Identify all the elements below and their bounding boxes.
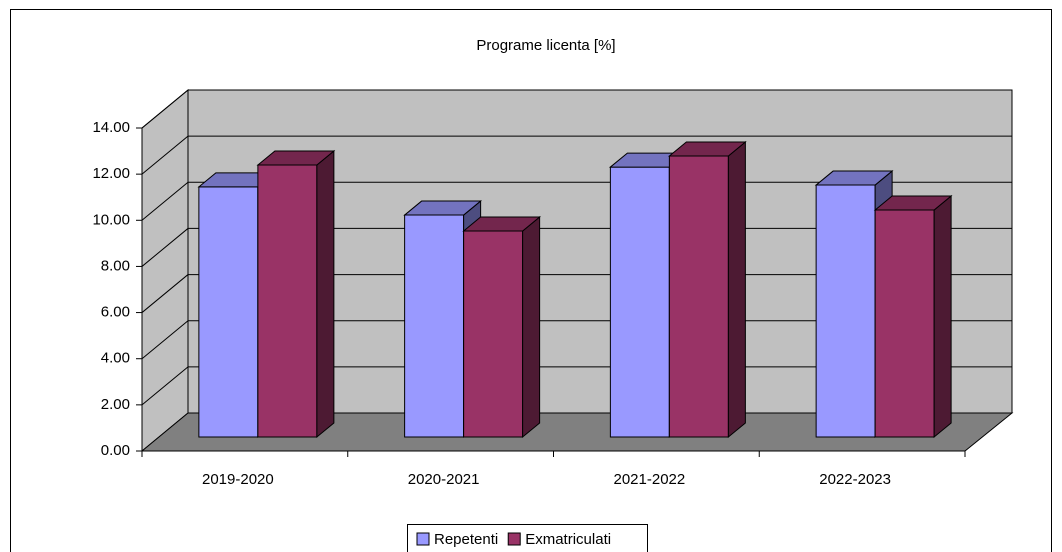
bar-top <box>667 141 747 157</box>
grid-line <box>141 135 189 175</box>
legend-box <box>407 524 648 552</box>
legend-label: Repetenti <box>434 531 498 548</box>
grid-line <box>141 181 189 221</box>
bar-front <box>874 209 935 438</box>
bar-side <box>316 149 335 439</box>
bar-top <box>873 195 953 211</box>
legend-label: Exmatriculati <box>525 531 611 548</box>
x-tick-label: 2019-2020 <box>202 471 274 488</box>
bar-front <box>815 184 876 438</box>
grid-line <box>141 366 189 406</box>
legend-swatch <box>416 532 430 546</box>
y-tick-label: 12.00 <box>92 165 130 182</box>
bar-front <box>668 155 729 438</box>
y-tick-label: 10.00 <box>92 211 130 228</box>
bar-front <box>609 166 670 438</box>
x-tick-label: 2021-2022 <box>614 471 686 488</box>
side-wall <box>141 88 189 453</box>
y-tick-label: 2.00 <box>101 396 130 413</box>
x-tick-label: 2022-2023 <box>819 471 891 488</box>
y-tick-label: 14.00 <box>92 119 130 136</box>
chart-title: Programe licenta [%] <box>476 37 615 54</box>
grid-line <box>141 320 189 360</box>
legend-swatch <box>507 532 521 546</box>
y-tick-label: 0.00 <box>101 442 130 459</box>
bar-front <box>463 230 524 438</box>
bar-front <box>198 186 259 438</box>
bar-top <box>462 216 542 232</box>
bar-side <box>522 215 541 439</box>
grid-line <box>141 89 189 129</box>
y-tick-label: 4.00 <box>101 350 130 367</box>
grid-line <box>141 274 189 313</box>
x-tick-label: 2020-2021 <box>408 471 480 488</box>
bar-front <box>404 214 465 438</box>
y-tick-label: 6.00 <box>101 304 130 321</box>
bar-side <box>933 194 952 439</box>
bar-front <box>257 164 318 438</box>
bar-top <box>403 200 483 216</box>
bar-top <box>256 150 336 166</box>
bar <box>462 215 542 439</box>
bar <box>256 149 336 439</box>
bar-top <box>814 170 894 186</box>
y-tick-label: 8.00 <box>101 257 130 274</box>
grid-line <box>141 228 189 267</box>
bar <box>667 140 747 439</box>
bar-side <box>727 140 746 439</box>
bar <box>873 194 953 439</box>
